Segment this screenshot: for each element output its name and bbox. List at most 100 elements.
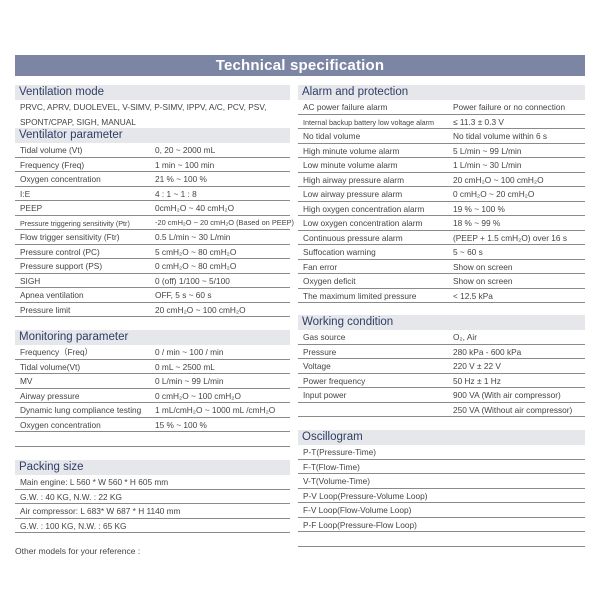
spec-row: High oxygen concentration alarm 19 % ~ 10… xyxy=(298,202,585,216)
spec-label: PEEP xyxy=(20,203,43,213)
spec-label: Oxygen deficit xyxy=(303,276,356,286)
spec-row: P-V Loop(Pressure-Volume Loop) xyxy=(298,489,585,503)
spec-value: 0 / min ~ 100 / min xyxy=(155,347,224,357)
spec-label: Main engine: L 560 * W 560 * H 605 mm xyxy=(20,477,169,487)
spec-label: MV xyxy=(20,376,33,386)
spec-label: Fan error xyxy=(303,261,338,272)
spec-value: 0 cmH₂O ~ 100 cmH₂O xyxy=(155,390,241,401)
spec-row: I:E 4 : 1 ~ 1 : 8 xyxy=(15,187,290,201)
spec-row: Oxygen concentration 15 % ~ 100 % xyxy=(15,418,290,432)
spec-label: Oxygen concentration xyxy=(20,174,101,184)
spec-value: 19 % ~ 100 % xyxy=(453,203,505,214)
spec-label: Suffocation warning xyxy=(303,247,376,257)
spec-label: P-V Loop(Pressure-Volume Loop) xyxy=(303,490,428,501)
spec-row: PRVC, APRV, DUOLEVEL, V-SIMV, P-SIMV, IP… xyxy=(15,100,290,115)
spec-label: Frequency（Freq） xyxy=(20,347,93,357)
spec-label: V-T(Volume-Time) xyxy=(303,476,370,486)
spec-value: Power failure or no connection xyxy=(453,102,566,112)
spec-label: Tidal volume (Vt) xyxy=(20,145,83,155)
spec-label: Apnea ventilation xyxy=(20,290,84,300)
spec-label: Gas source xyxy=(303,332,346,342)
spec-row: AC power failure alarm Power failure or n… xyxy=(298,100,585,115)
spec-row: Main engine: L 560 * W 560 * H 605 mm xyxy=(15,475,290,490)
spec-label: P-F Loop(Pressure-Flow Loop) xyxy=(303,519,417,530)
spec-label: Input power xyxy=(303,390,347,400)
section-header: Ventilation mode xyxy=(15,85,290,100)
spec-section: Alarm and protection AC power failure ala… xyxy=(298,85,585,303)
spec-label: Flow trigger sensitivity (Ftr) xyxy=(20,232,120,242)
spec-value: 0 (off) 1/100 ~ 5/100 xyxy=(155,275,230,286)
spec-label: Dynamic lung compliance testing xyxy=(20,405,142,415)
spec-label: SPONT/CPAP, SIGH, MANUAL xyxy=(20,116,136,127)
spec-value: O₂, Air xyxy=(453,332,477,342)
spec-value: 1 min ~ 100 min xyxy=(155,159,215,170)
spec-row: Dynamic lung compliance testing 1 mL/cmH₂… xyxy=(15,403,290,418)
spec-label: F-V Loop(Flow-Volume Loop) xyxy=(303,505,412,515)
spec-label: SIGH xyxy=(20,275,41,286)
spec-row: Tidal volume (Vt) 0, 20 ~ 2000 mL xyxy=(15,143,290,158)
spec-label: PRVC, APRV, DUOLEVEL, V-SIMV, P-SIMV, IP… xyxy=(20,102,267,112)
spec-row: Suffocation warning 5 ~ 60 s xyxy=(298,245,585,260)
spec-value: Show on screen xyxy=(453,276,513,286)
spec-row: Tidal volume(Vt) 0 mL ~ 2500 mL xyxy=(15,360,290,374)
spec-label: G.W. : 100 KG, N.W. : 65 KG xyxy=(20,520,127,531)
spec-section: Ventilation mode PRVC, APRV, DUOLEVEL, V-… xyxy=(15,85,290,129)
spec-value: 1 mL/cmH₂O ~ 1000 mL /cmH₂O xyxy=(155,405,276,415)
spec-value: 280 kPa - 600 kPa xyxy=(453,346,522,357)
spec-row: Pressure limit 20 cmH₂O ~ 100 cmH₂O xyxy=(15,303,290,317)
spec-row: Power frequency 50 Hz ± 1 Hz xyxy=(298,374,585,388)
spec-label: The maximum limited pressure xyxy=(303,290,417,301)
section-header: Packing size xyxy=(15,460,290,475)
spec-value: 18 % ~ 99 % xyxy=(453,218,501,228)
spec-row: The maximum limited pressure < 12.5 kPa xyxy=(298,289,585,303)
spec-row: Low minute volume alarm 1 L/min ~ 30 L/mi… xyxy=(298,158,585,173)
spec-row: Low oxygen concentration alarm 18 % ~ 99 … xyxy=(298,216,585,231)
spec-value: (PEEP + 1.5 cmH₂O) over 16 s xyxy=(453,232,567,243)
spec-row: MV 0 L/min ~ 99 L/min xyxy=(15,374,290,389)
spec-row xyxy=(298,532,585,547)
spec-value: -20 cmH₂O ~ 20 cmH₂O (Based on PEEP) xyxy=(155,217,295,227)
spec-row: Air compressor: L 683* W 687 * H 1140 mm xyxy=(15,504,290,519)
spec-row: F-V Loop(Flow-Volume Loop) xyxy=(298,503,585,518)
spec-label: Pressure control (PC) xyxy=(20,246,100,257)
spec-value: 0 cmH₂O ~ 20 cmH₂O xyxy=(453,189,535,199)
spec-row: P-T(Pressure-Time) xyxy=(298,445,585,460)
page-title: Technical specification xyxy=(15,55,585,76)
spec-row: G.W. : 40 KG, N.W. : 22 KG xyxy=(15,490,290,504)
spec-row: Input power 900 VA (With air compressor) xyxy=(298,388,585,403)
spec-value: Show on screen xyxy=(453,261,513,272)
spec-value: 21 % ~ 100 % xyxy=(155,174,207,184)
spec-section: Ventilator parameter Tidal volume (Vt) 0, … xyxy=(15,128,294,317)
spec-value: 50 Hz ± 1 Hz xyxy=(453,375,501,386)
spec-row: Pressure support (PS) 0 cmH₂O ~ 80 cmH₂O xyxy=(15,259,290,274)
spec-value: ≤ 11.3 ± 0.3 V xyxy=(453,116,504,127)
spec-label: Tidal volume(Vt) xyxy=(20,361,81,372)
spec-value: 0cmH₂O ~ 40 cmH₂O xyxy=(155,203,235,213)
spec-row: PEEP 0cmH₂O ~ 40 cmH₂O xyxy=(15,201,290,216)
spec-value: 0.5 L/min ~ 30 L/min xyxy=(155,232,231,242)
spec-section: Oscillogram P-T(Pressure-Time) F-T(Flow-Ti… xyxy=(298,430,585,547)
section-header: Alarm and protection xyxy=(298,85,585,100)
spec-value: 5 ~ 60 s xyxy=(453,247,483,257)
spec-label: Voltage xyxy=(303,361,331,371)
spec-section: Working condition Gas source O₂, Air Pressu… xyxy=(298,315,585,417)
spec-row: Low airway pressure alarm 0 cmH₂O ~ 20 cm… xyxy=(298,187,585,202)
spec-value: OFF, 5 s ~ 60 s xyxy=(155,290,212,300)
spec-value: 20 cmH₂O ~ 100 cmH₂O xyxy=(155,304,246,315)
spec-section: Monitoring parameter Frequency（Freq） 0 / m… xyxy=(15,330,290,447)
spec-label: F-T(Flow-Time) xyxy=(303,461,360,472)
spec-value: 250 VA (Without air compressor) xyxy=(453,404,573,415)
spec-label: Frequency (Freq) xyxy=(20,159,85,170)
spec-row: SPONT/CPAP, SIGH, MANUAL xyxy=(15,115,290,130)
spec-row: Continuous pressure alarm (PEEP + 1.5 cmH… xyxy=(298,231,585,245)
spec-label: Pressure limit xyxy=(20,304,71,315)
spec-value: 4 : 1 ~ 1 : 8 xyxy=(155,188,197,199)
spec-label: Pressure support (PS) xyxy=(20,261,103,271)
spec-row: 250 VA (Without air compressor) xyxy=(298,403,585,417)
spec-row: Oxygen concentration 21 % ~ 100 % xyxy=(15,172,290,187)
spec-row: F-T(Flow-Time) xyxy=(298,460,585,474)
spec-label: I:E xyxy=(20,188,31,199)
spec-row: Voltage 220 V ± 22 V xyxy=(298,359,585,374)
spec-row: Apnea ventilation OFF, 5 s ~ 60 s xyxy=(15,288,290,303)
section-header: Ventilator parameter xyxy=(15,128,290,143)
